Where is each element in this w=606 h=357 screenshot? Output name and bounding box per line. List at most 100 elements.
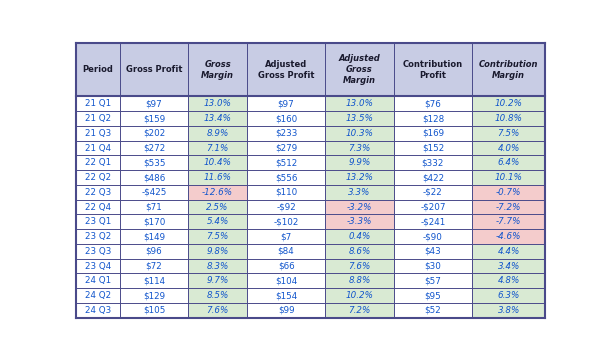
Bar	[472, 185, 545, 200]
Bar	[472, 185, 545, 200]
Bar	[325, 96, 394, 111]
Text: Period: Period	[82, 65, 113, 74]
Text: $76: $76	[425, 99, 441, 108]
Bar	[325, 273, 394, 288]
Bar	[76, 170, 545, 185]
Text: 9.8%: 9.8%	[207, 247, 229, 256]
Bar	[325, 200, 394, 215]
Bar	[76, 244, 545, 259]
Text: -$90: -$90	[423, 232, 443, 241]
Text: $57: $57	[424, 276, 441, 285]
Text: 13.2%: 13.2%	[345, 173, 373, 182]
Text: $535: $535	[143, 158, 165, 167]
Bar	[76, 200, 545, 215]
Text: 24 Q3: 24 Q3	[85, 306, 111, 315]
Text: 7.1%: 7.1%	[207, 144, 229, 152]
Text: 24 Q1: 24 Q1	[85, 276, 111, 285]
Text: Adjusted
Gross
Margin: Adjusted Gross Margin	[339, 54, 381, 85]
Bar	[188, 141, 247, 155]
Text: 21 Q2: 21 Q2	[85, 114, 111, 123]
Text: 10.2%: 10.2%	[345, 291, 373, 300]
Bar	[325, 141, 394, 155]
Text: 10.8%: 10.8%	[494, 114, 523, 123]
Text: Gross
Margin: Gross Margin	[201, 60, 234, 80]
Text: $104: $104	[275, 276, 297, 285]
Bar	[472, 215, 545, 229]
Bar	[325, 288, 394, 303]
Bar	[188, 185, 247, 200]
Text: -$425: -$425	[141, 188, 167, 197]
Text: 22 Q4: 22 Q4	[85, 202, 111, 212]
Bar	[472, 273, 545, 288]
Text: 10.2%: 10.2%	[494, 99, 523, 108]
Text: 13.0%: 13.0%	[204, 99, 231, 108]
Bar	[472, 111, 545, 126]
Text: 22 Q2: 22 Q2	[85, 173, 111, 182]
Text: $160: $160	[275, 114, 297, 123]
Bar	[76, 229, 545, 244]
Bar	[188, 155, 247, 170]
Bar	[76, 273, 545, 288]
Text: 13.0%: 13.0%	[345, 99, 373, 108]
Text: 3.4%: 3.4%	[498, 262, 520, 271]
Bar	[325, 244, 394, 259]
Text: $332: $332	[422, 158, 444, 167]
Text: Contribution
Margin: Contribution Margin	[479, 60, 539, 80]
Text: $71: $71	[145, 202, 162, 212]
Text: 4.0%: 4.0%	[498, 144, 520, 152]
Text: $149: $149	[143, 232, 165, 241]
Bar	[472, 288, 545, 303]
Bar	[188, 273, 247, 288]
Bar	[188, 170, 247, 185]
Text: 21 Q1: 21 Q1	[85, 99, 111, 108]
Text: $114: $114	[143, 276, 165, 285]
Bar	[325, 155, 394, 170]
Bar	[472, 141, 545, 155]
Text: $110: $110	[275, 188, 297, 197]
Text: 9.7%: 9.7%	[207, 276, 229, 285]
Text: $95: $95	[425, 291, 441, 300]
Bar	[472, 200, 545, 215]
Bar	[472, 170, 545, 185]
Text: $272: $272	[143, 144, 165, 152]
Text: 21 Q3: 21 Q3	[85, 129, 111, 138]
Bar	[76, 303, 545, 318]
Text: 7.5%: 7.5%	[498, 129, 520, 138]
Text: 23 Q1: 23 Q1	[85, 217, 111, 226]
Text: Adjusted
Gross Profit: Adjusted Gross Profit	[258, 60, 315, 80]
Text: 7.3%: 7.3%	[348, 144, 371, 152]
Bar	[76, 43, 545, 96]
Bar	[325, 170, 394, 185]
Text: 8.3%: 8.3%	[207, 262, 229, 271]
Text: 8.6%: 8.6%	[348, 247, 371, 256]
Bar	[325, 126, 394, 141]
Text: $169: $169	[422, 129, 444, 138]
Bar	[188, 288, 247, 303]
Text: $159: $159	[143, 114, 165, 123]
Bar	[76, 215, 545, 229]
Text: 10.3%: 10.3%	[345, 129, 373, 138]
Bar	[188, 229, 247, 244]
Text: $170: $170	[143, 217, 165, 226]
Text: $7: $7	[281, 232, 291, 241]
Bar	[76, 141, 545, 155]
Text: 8.5%: 8.5%	[207, 291, 229, 300]
Bar	[325, 259, 394, 273]
Text: -$207: -$207	[420, 202, 445, 212]
Text: $97: $97	[278, 99, 295, 108]
Text: -3.2%: -3.2%	[347, 202, 372, 212]
Bar	[76, 185, 545, 200]
Bar	[325, 111, 394, 126]
Text: 3.8%: 3.8%	[498, 306, 520, 315]
Text: $279: $279	[275, 144, 297, 152]
Bar	[472, 96, 545, 111]
Text: -3.3%: -3.3%	[347, 217, 372, 226]
Bar	[76, 288, 545, 303]
Text: -$22: -$22	[423, 188, 443, 197]
Text: $233: $233	[275, 129, 298, 138]
Bar	[325, 215, 394, 229]
Text: 2.5%: 2.5%	[207, 202, 229, 212]
Bar	[188, 111, 247, 126]
Text: 13.4%: 13.4%	[204, 114, 231, 123]
Bar	[325, 229, 394, 244]
